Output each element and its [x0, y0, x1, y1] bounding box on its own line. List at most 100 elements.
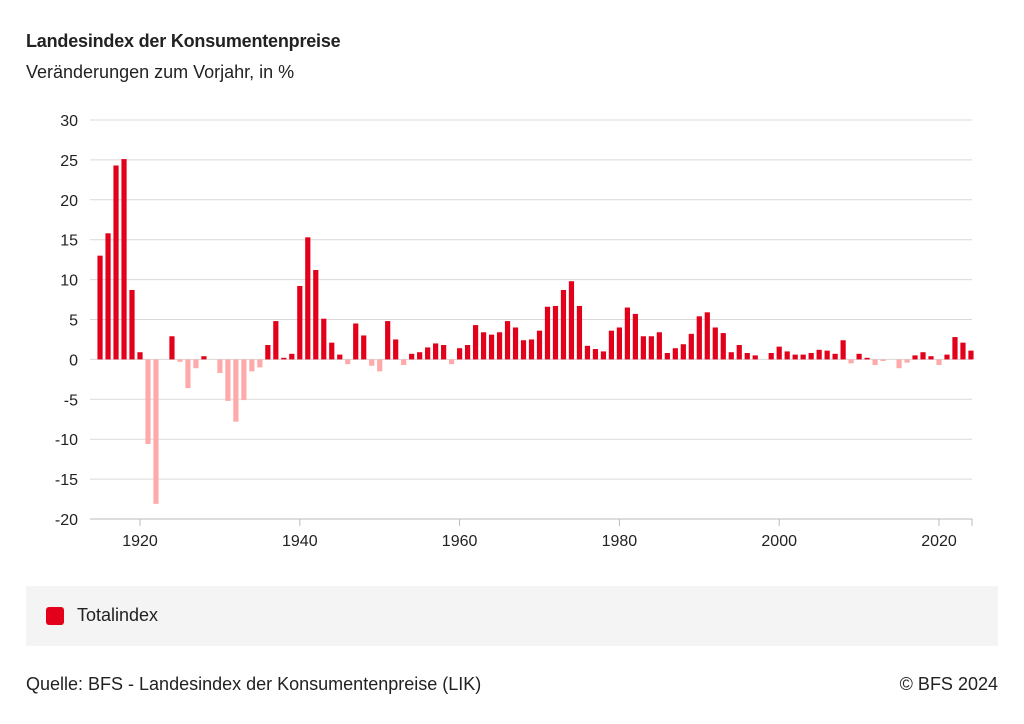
x-tick-label: 2000 — [761, 533, 797, 550]
bar-1939 — [289, 353, 295, 360]
y-tick-label: 10 — [60, 273, 78, 290]
y-tick-label: -10 — [55, 432, 78, 449]
bar-1965 — [496, 332, 503, 360]
bar-1964 — [488, 334, 495, 360]
x-tick-label: 1920 — [122, 533, 158, 550]
legend-label[interactable]: Totalindex — [77, 605, 159, 625]
bar-2019 — [928, 356, 934, 360]
bar-1971 — [544, 306, 551, 360]
bar-2021 — [944, 354, 950, 360]
bar-1969 — [528, 339, 535, 360]
bar-2024 — [968, 350, 974, 360]
bar-1985 — [656, 332, 662, 360]
bar-2020 — [936, 359, 942, 365]
x-tick-label: 2020 — [921, 533, 957, 550]
bar-chart: 30 25 20 15 10 5 0 -5 -10 -15 -20 1920 1940 1960 1980 2… — [55, 113, 974, 550]
y-tick-label: 30 — [60, 113, 78, 130]
bar-1951 — [385, 321, 391, 360]
bar-1928 — [201, 356, 207, 360]
bar-1973 — [560, 289, 567, 360]
bar-1925 — [177, 359, 183, 362]
bar-1944 — [329, 342, 335, 360]
bar-1992 — [712, 327, 718, 360]
bar-1960 — [457, 348, 463, 360]
bar-1949 — [369, 359, 375, 366]
bar-1977 — [592, 349, 599, 360]
bar-1950 — [377, 359, 383, 372]
bar-2018 — [920, 352, 926, 360]
bar-2004 — [808, 353, 814, 360]
bar-2006 — [824, 350, 830, 360]
bar-1986 — [664, 353, 670, 360]
bar-1967 — [512, 327, 519, 360]
bar-1988 — [680, 344, 686, 360]
bar-1930 — [217, 359, 223, 373]
bar-2003 — [800, 354, 806, 360]
bar-1980 — [616, 327, 622, 360]
bar-1975 — [576, 305, 583, 360]
bar-1983 — [640, 336, 646, 360]
bar-1931 — [225, 359, 231, 401]
bar-1997 — [752, 355, 758, 360]
bar-1936 — [265, 345, 271, 360]
bar-1937 — [273, 321, 279, 360]
bar-1974 — [568, 281, 575, 360]
y-tick-label: 15 — [60, 233, 78, 250]
bar-1962 — [472, 325, 479, 360]
bar-1955 — [417, 352, 423, 360]
bar-1995 — [736, 345, 742, 360]
bar-1959 — [449, 359, 455, 365]
bar-2015 — [896, 359, 902, 369]
bar-1917 — [113, 165, 119, 360]
bar-2011 — [864, 357, 870, 360]
bar-2005 — [816, 349, 822, 360]
x-tick-label: 1980 — [602, 533, 638, 550]
bar-2017 — [912, 355, 918, 360]
bar-2000 — [776, 346, 782, 360]
bar-1989 — [688, 333, 694, 360]
bar-1999 — [768, 353, 774, 360]
bar-2001 — [784, 351, 790, 360]
bar-1966 — [504, 321, 511, 360]
bar-1918 — [121, 159, 127, 360]
bar-1935 — [257, 359, 263, 368]
bar-1948 — [361, 335, 367, 360]
bar-1945 — [337, 354, 343, 360]
y-tick-label: 20 — [60, 193, 78, 210]
chart-subtitle: Veränderungen zum Vorjahr, in % — [26, 62, 295, 82]
bar-1938 — [281, 357, 287, 360]
bar-1994 — [728, 352, 734, 360]
bar-1993 — [720, 333, 726, 360]
bar-2013 — [880, 359, 886, 361]
bar-1932 — [233, 359, 239, 422]
bar-1922 — [153, 359, 159, 504]
bar-1934 — [249, 359, 255, 372]
x-tick-label: 1940 — [282, 533, 318, 550]
bar-1919 — [129, 289, 135, 360]
bar-2010 — [856, 353, 862, 360]
bar-1916 — [105, 233, 111, 360]
bar-1982 — [632, 313, 638, 360]
bar-1952 — [393, 339, 399, 360]
bar-2008 — [840, 340, 846, 360]
bar-2007 — [832, 353, 838, 360]
bar-1957 — [433, 343, 439, 360]
bar-1920 — [137, 352, 143, 360]
bar-1942 — [313, 270, 319, 360]
bar-1970 — [536, 330, 543, 360]
bar-1915 — [97, 255, 103, 360]
legend-swatch — [46, 607, 64, 625]
bar-1984 — [648, 336, 654, 360]
bar-2023 — [960, 342, 966, 360]
bar-1991 — [704, 312, 710, 360]
bar-1946 — [345, 359, 351, 365]
bar-1927 — [193, 359, 199, 369]
bar-1926 — [185, 359, 191, 389]
copyright: © BFS 2024 — [899, 674, 998, 694]
x-tick-label: 1960 — [442, 533, 478, 550]
bar-1972 — [552, 305, 559, 360]
bar-1921 — [145, 359, 151, 444]
bar-1976 — [584, 345, 591, 360]
bar-1981 — [624, 307, 630, 360]
bar-1961 — [464, 345, 471, 360]
